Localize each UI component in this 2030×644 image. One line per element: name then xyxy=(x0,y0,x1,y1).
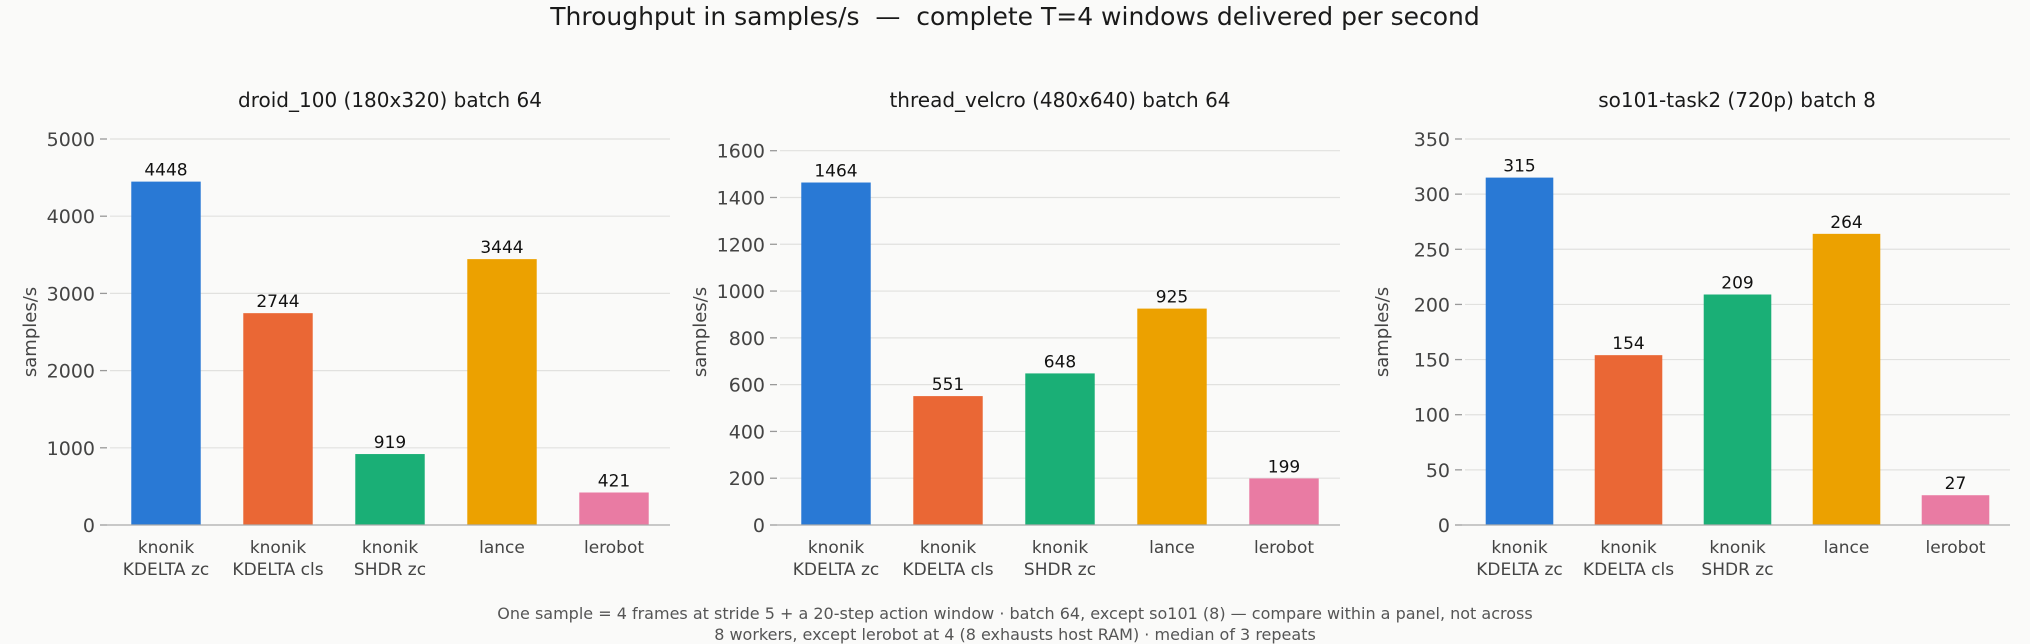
y-tick-label: 4000 xyxy=(47,206,95,228)
y-tick-label: 400 xyxy=(729,421,765,443)
x-tick-label: knonik KDELTA cls xyxy=(902,538,993,580)
y-tick-label: 200 xyxy=(729,468,765,490)
bar xyxy=(579,492,649,525)
bar xyxy=(1921,495,1990,525)
bar xyxy=(1485,177,1554,525)
bar-charts: droid_100 (180x320) batch 64010002000300… xyxy=(20,88,2010,580)
bar-value-label: 315 xyxy=(1503,157,1535,177)
bar xyxy=(1137,308,1207,525)
bar-value-label: 551 xyxy=(932,375,964,395)
bar xyxy=(1703,294,1772,525)
y-tick-label: 1600 xyxy=(717,141,765,163)
bar xyxy=(467,259,537,525)
y-tick-label: 100 xyxy=(1414,405,1450,427)
x-tick-label: lance xyxy=(1149,538,1195,558)
y-axis-label: samples/s xyxy=(20,287,41,377)
y-tick-label: 50 xyxy=(1426,460,1450,482)
y-tick-label: 250 xyxy=(1414,239,1450,261)
bar xyxy=(131,181,201,526)
footnote-line-1: One sample = 4 frames at stride 5 + a 20… xyxy=(497,604,1533,623)
panel-title: thread_velcro (480x640) batch 64 xyxy=(889,88,1230,112)
bar-value-label: 4448 xyxy=(144,161,187,181)
y-tick-label: 1000 xyxy=(717,281,765,303)
bar-value-label: 199 xyxy=(1268,457,1300,477)
x-tick-label: lance xyxy=(479,538,525,558)
y-tick-label: 0 xyxy=(1438,515,1450,537)
bar-value-label: 925 xyxy=(1156,288,1188,308)
panel-title: droid_100 (180x320) batch 64 xyxy=(238,88,542,112)
x-tick-label: lerobot xyxy=(1925,538,1985,558)
bar-value-label: 1464 xyxy=(814,162,857,182)
y-tick-label: 5000 xyxy=(47,129,95,151)
bar xyxy=(1249,478,1319,525)
figure-title: Throughput in samples/s — complete T=4 w… xyxy=(550,2,1480,31)
y-tick-label: 150 xyxy=(1414,350,1450,372)
y-tick-label: 200 xyxy=(1414,294,1450,316)
bar xyxy=(1025,373,1095,525)
x-tick-label: lance xyxy=(1824,538,1870,558)
y-tick-label: 800 xyxy=(729,328,765,350)
panel-title: so101-task2 (720p) batch 8 xyxy=(1598,88,1876,112)
bar xyxy=(243,313,313,525)
y-axis-label: samples/s xyxy=(690,287,711,377)
bar-value-label: 154 xyxy=(1612,334,1644,354)
bar-value-label: 27 xyxy=(1945,474,1967,494)
bar-value-label: 264 xyxy=(1830,213,1862,233)
bar-value-label: 2744 xyxy=(256,292,299,312)
y-tick-label: 3000 xyxy=(47,283,95,305)
y-tick-label: 0 xyxy=(83,515,95,537)
bar xyxy=(801,182,871,525)
y-tick-label: 1400 xyxy=(717,187,765,209)
bar-value-label: 3444 xyxy=(480,238,523,258)
footnote-line-2: 8 workers, except lerobot at 4 (8 exhaus… xyxy=(714,625,1316,644)
y-tick-label: 1200 xyxy=(717,234,765,256)
y-tick-label: 350 xyxy=(1414,129,1450,151)
y-tick-label: 2000 xyxy=(47,361,95,383)
bar xyxy=(355,454,425,525)
bar xyxy=(1812,233,1881,526)
y-tick-label: 1000 xyxy=(47,438,95,460)
x-tick-label: knonik SHDR zc xyxy=(1024,538,1096,580)
x-tick-label: lerobot xyxy=(1254,538,1314,558)
x-tick-label: lerobot xyxy=(584,538,644,558)
y-axis-label: samples/s xyxy=(1372,287,1393,377)
x-tick-label: knonik KDELTA cls xyxy=(232,538,323,580)
bar-value-label: 919 xyxy=(374,433,406,453)
bar-value-label: 209 xyxy=(1721,274,1753,294)
x-tick-label: knonik KDELTA zc xyxy=(793,538,879,580)
x-tick-label: knonik KDELTA zc xyxy=(123,538,209,580)
x-tick-label: knonik SHDR zc xyxy=(1701,538,1773,580)
y-tick-label: 600 xyxy=(729,375,765,397)
bar-value-label: 648 xyxy=(1044,352,1076,372)
x-tick-label: knonik KDELTA cls xyxy=(1583,538,1674,580)
bar xyxy=(913,396,983,525)
bar xyxy=(1594,355,1663,525)
x-tick-label: knonik SHDR zc xyxy=(354,538,426,580)
y-tick-label: 300 xyxy=(1414,184,1450,206)
bar-value-label: 421 xyxy=(598,471,630,491)
x-tick-label: knonik KDELTA zc xyxy=(1476,538,1562,580)
y-tick-label: 0 xyxy=(753,515,765,537)
